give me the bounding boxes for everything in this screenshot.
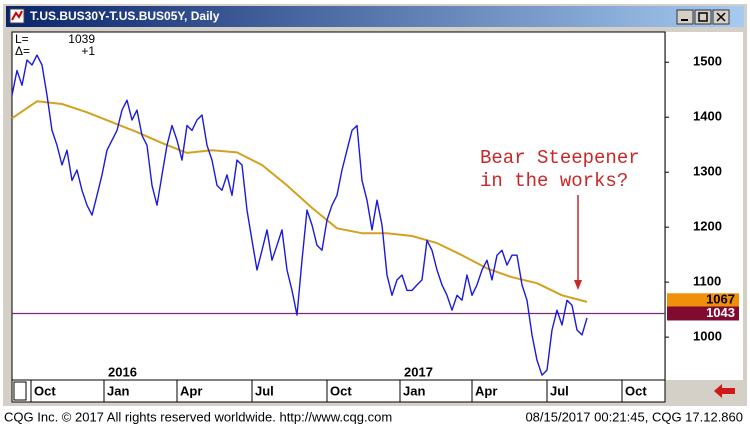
info-label: Δ= xyxy=(15,44,30,58)
x-tick-label: Jul xyxy=(550,383,569,398)
price-line xyxy=(11,54,588,376)
footer-left: CQG Inc. © 2017 All rights reserved worl… xyxy=(4,409,392,424)
x-tick-label: Oct xyxy=(34,383,56,398)
info-label: L= xyxy=(15,32,29,46)
annotation: Bear Steepener xyxy=(480,147,640,169)
price-marker-label: 1067 xyxy=(706,292,735,307)
window-title: T.US.BUS30Y-T.US.BUS05Y, Daily xyxy=(30,9,220,23)
price-marker xyxy=(667,293,739,308)
scroll-arrow[interactable] xyxy=(714,384,735,398)
price-marker xyxy=(667,306,739,321)
price-marker-label: 1043 xyxy=(706,305,735,320)
scroll-box[interactable] xyxy=(13,381,27,401)
x-tick-label: Apr xyxy=(180,383,202,398)
x-tick-label: Jan xyxy=(403,383,425,398)
y-tick-label: 1400 xyxy=(693,109,722,124)
maximize-button[interactable] xyxy=(694,9,712,25)
annotation-arrowhead xyxy=(574,280,582,290)
y-tick-label: 1300 xyxy=(693,164,722,179)
x-tick-label: Oct xyxy=(625,383,647,398)
icon-glyph xyxy=(11,10,23,21)
window-buttons[interactable] xyxy=(676,9,730,25)
minimize-button[interactable] xyxy=(676,9,694,25)
y-tick-label: 1100 xyxy=(693,274,721,289)
price-axis xyxy=(666,32,743,380)
year-label: 2017 xyxy=(404,364,433,379)
footer-right: 08/15/2017 00:21:45, CQG 17.12.860 xyxy=(525,409,743,424)
time-axis xyxy=(11,379,666,403)
info-value: 1039 xyxy=(68,32,95,46)
maximize-glyph xyxy=(698,12,708,22)
x-tick-label: Oct xyxy=(330,383,352,398)
plot-area xyxy=(11,31,666,381)
y-tick-label: 1500 xyxy=(693,54,722,69)
info-value: +1 xyxy=(81,44,95,58)
x-tick-label: Apr xyxy=(475,383,497,398)
y-tick-label: 1000 xyxy=(693,329,722,344)
x-tick-label: Jan xyxy=(107,383,129,398)
footer-bar xyxy=(0,407,750,428)
moving-average-line xyxy=(11,100,588,303)
y-tick-label: 1200 xyxy=(693,219,722,234)
year-label: 2016 xyxy=(108,364,137,379)
close-glyph xyxy=(716,12,726,22)
title-bar xyxy=(6,6,744,27)
x-tick-label: Jul xyxy=(255,383,274,398)
annotation: in the works? xyxy=(480,170,628,192)
